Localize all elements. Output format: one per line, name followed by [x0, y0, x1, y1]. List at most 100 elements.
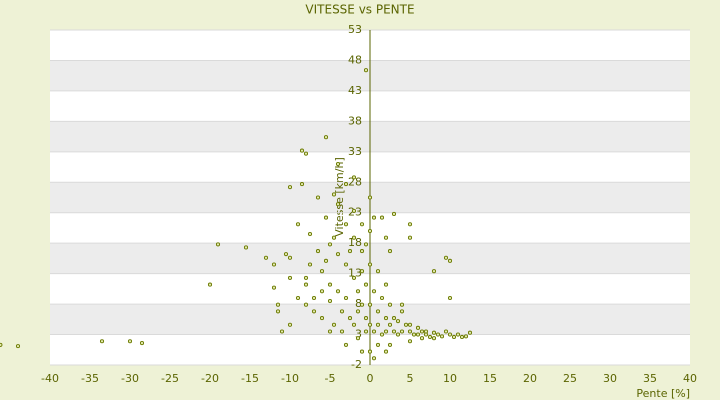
point	[279, 329, 285, 334]
point	[427, 334, 433, 340]
point	[383, 329, 389, 334]
point	[383, 235, 389, 240]
point	[327, 298, 333, 304]
point	[431, 330, 437, 335]
point	[243, 245, 249, 250]
x-tick-label: 30	[603, 372, 617, 385]
point	[359, 222, 365, 227]
x-tick-label: 40	[683, 372, 697, 385]
y-tick-label: 38	[348, 114, 362, 127]
point	[367, 262, 373, 267]
point	[363, 282, 369, 287]
point	[351, 208, 357, 213]
point	[127, 339, 133, 344]
point	[435, 332, 441, 337]
point	[419, 336, 425, 341]
point	[367, 228, 373, 234]
point	[343, 342, 349, 347]
point	[303, 302, 309, 307]
point	[375, 322, 381, 327]
point	[375, 309, 381, 314]
point	[387, 302, 393, 307]
x-tick-label: -10	[281, 372, 299, 385]
point	[367, 302, 373, 307]
point	[339, 309, 345, 314]
point	[323, 258, 329, 263]
point	[359, 249, 365, 254]
point	[303, 151, 309, 156]
point	[379, 332, 385, 337]
point	[0, 342, 3, 347]
x-tick-label: -15	[241, 372, 259, 385]
point	[215, 242, 221, 247]
point	[443, 329, 449, 334]
y-tick-label: 8	[355, 297, 362, 310]
point	[295, 222, 301, 227]
point	[287, 275, 293, 280]
point	[443, 255, 449, 260]
point	[331, 192, 337, 197]
x-tick-label: 5	[407, 372, 414, 385]
point	[455, 332, 461, 337]
point	[331, 322, 337, 327]
point	[367, 195, 373, 200]
point	[447, 295, 453, 301]
point	[287, 185, 293, 190]
y-axis-label: Vitesse [km/h]	[333, 157, 346, 237]
y-tick-label: 33	[348, 145, 362, 158]
point	[467, 330, 473, 335]
point	[431, 269, 437, 274]
point	[351, 175, 357, 180]
point	[375, 269, 381, 274]
point	[407, 322, 413, 327]
point	[423, 329, 429, 334]
point	[303, 275, 309, 280]
point	[351, 275, 357, 280]
point	[355, 309, 361, 314]
point	[379, 215, 385, 220]
point	[359, 349, 365, 354]
point	[343, 222, 349, 227]
point	[339, 329, 345, 334]
point	[303, 282, 309, 287]
point	[347, 249, 353, 254]
y-tick-label: 13	[348, 267, 362, 280]
point	[359, 302, 365, 307]
y-tick-label: 28	[348, 175, 362, 188]
point	[323, 135, 329, 140]
point	[371, 289, 377, 294]
point	[355, 336, 361, 341]
point	[343, 295, 349, 301]
point	[299, 148, 305, 153]
point	[275, 302, 281, 307]
y-tick-label: 48	[348, 53, 362, 66]
x-tick-label: 25	[563, 372, 577, 385]
point	[295, 295, 301, 301]
point	[371, 356, 377, 361]
x-tick-label: 20	[523, 372, 537, 385]
point	[307, 262, 313, 267]
x-tick-label: 10	[443, 372, 457, 385]
point	[315, 195, 321, 200]
point	[415, 325, 421, 330]
point	[271, 285, 277, 290]
point	[311, 295, 317, 301]
point	[383, 282, 389, 287]
point	[399, 329, 405, 334]
point	[139, 341, 145, 346]
point	[367, 322, 373, 327]
point	[407, 235, 413, 240]
point	[459, 334, 465, 340]
point	[355, 289, 361, 294]
x-tick-label: -25	[161, 372, 179, 385]
point	[327, 242, 333, 247]
point	[319, 269, 325, 274]
point	[343, 182, 349, 187]
point	[383, 349, 389, 354]
point	[431, 336, 437, 341]
x-tick-label: -20	[201, 372, 219, 385]
point	[319, 316, 325, 321]
point	[387, 249, 393, 254]
point	[447, 258, 453, 263]
